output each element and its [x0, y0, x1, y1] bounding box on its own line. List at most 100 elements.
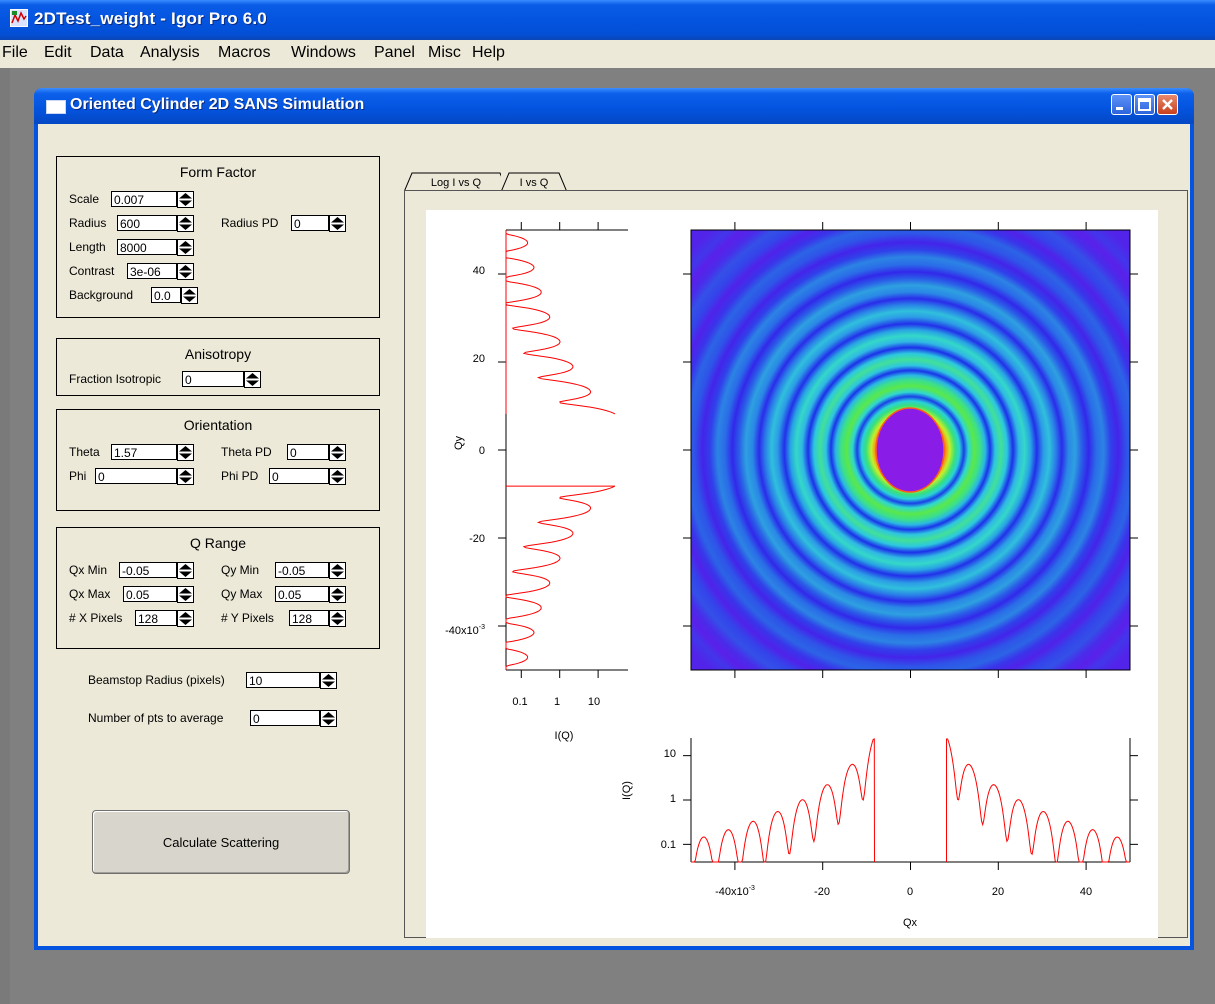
x-pixels-stepper-icon[interactable] — [177, 610, 194, 627]
menu-analysis[interactable]: Analysis — [140, 44, 200, 61]
length-stepper-icon[interactable] — [177, 239, 194, 256]
menu-panel[interactable]: Panel — [374, 44, 415, 61]
theta-field: Theta 1.57 — [69, 444, 204, 462]
npts-average-field: Number of pts to average 0 — [88, 710, 358, 728]
qx-min-stepper-icon[interactable] — [177, 562, 194, 579]
qx-min-input[interactable]: -0.05 — [119, 562, 177, 578]
calculate-scattering-button[interactable]: Calculate Scattering — [92, 810, 350, 874]
theta-pd-stepper-icon[interactable] — [329, 444, 346, 461]
scale-stepper-icon[interactable] — [177, 191, 194, 208]
qy-min-stepper-icon[interactable] — [329, 562, 346, 579]
beamstop-radius-stepper-icon[interactable] — [320, 672, 337, 689]
panel-window: Oriented Cylinder 2D SANS Simulation For… — [34, 88, 1194, 950]
menu-help[interactable]: Help — [472, 44, 505, 61]
beamstop-radius-input[interactable]: 10 — [246, 672, 320, 688]
theta-input[interactable]: 1.57 — [111, 444, 177, 460]
phi-stepper-icon[interactable] — [177, 468, 194, 485]
length-label: Length — [69, 240, 106, 254]
left-profile-curve-top — [505, 230, 616, 415]
x-pixels-input[interactable]: 128 — [135, 610, 177, 626]
npts-average-stepper-icon[interactable] — [320, 710, 337, 727]
qx-max-input[interactable]: 0.05 — [123, 586, 177, 602]
bottom-plot-ticks — [683, 755, 1138, 870]
fraction-isotropic-stepper-icon[interactable] — [244, 371, 261, 388]
bottom-profile-plot[interactable]: I(Q) Qx 10 1 0.1 -40x10-3 -20 0 20 40 — [621, 738, 1138, 929]
radius-input[interactable]: 600 — [117, 215, 177, 231]
left-plot-xtick-10: 10 — [588, 696, 600, 708]
y-pixels-field: # Y Pixels 128 — [221, 610, 361, 628]
tab-log-i-vs-q[interactable]: Log I vs Q — [404, 172, 508, 192]
menu-file[interactable]: File — [2, 44, 28, 61]
fraction-isotropic-input[interactable]: 0 — [182, 371, 244, 387]
minimize-button[interactable] — [1111, 94, 1132, 115]
tab-i-vs-q[interactable]: I vs Q — [501, 172, 567, 192]
contrast-stepper-icon[interactable] — [177, 263, 194, 280]
y-pixels-stepper-icon[interactable] — [329, 610, 346, 627]
form-factor-title: Form Factor — [179, 164, 257, 180]
close-button[interactable] — [1157, 94, 1178, 115]
contrast-label: Contrast — [69, 264, 115, 278]
radius-pd-stepper-icon[interactable] — [329, 215, 346, 232]
close-icon — [1162, 99, 1173, 110]
background-label: Background — [69, 288, 134, 302]
menu-macros[interactable]: Macros — [218, 44, 271, 61]
qy-min-field: Qy Min -0.05 — [221, 562, 361, 580]
anisotropy-title: Anisotropy — [184, 346, 252, 362]
phi-pd-input[interactable]: 0 — [269, 468, 329, 484]
graph-area: Qy I(Q) 40 20 0 -20 -40x10-3 0.1 1 10 — [426, 210, 1158, 938]
scale-field: Scale 0.007 — [69, 191, 204, 209]
qy-max-input[interactable]: 0.05 — [275, 586, 329, 602]
theta-stepper-icon[interactable] — [177, 444, 194, 461]
contrast-field: Contrast 3e-06 — [69, 263, 204, 281]
scale-input[interactable]: 0.007 — [111, 191, 177, 207]
bottom-profile-curve-right — [946, 738, 1130, 863]
npts-average-label: Number of pts to average — [88, 711, 224, 725]
orientation-title: Orientation — [183, 417, 253, 433]
scale-label: Scale — [69, 192, 100, 206]
background-stepper-icon[interactable] — [181, 287, 198, 304]
qy-max-label: Qy Max — [221, 587, 263, 601]
left-plot-ytick-40: 40 — [473, 265, 485, 277]
bottom-plot-ytick-0.1: 0.1 — [661, 839, 676, 851]
mdi-left-edge — [0, 68, 10, 1004]
maximize-button[interactable] — [1134, 94, 1155, 115]
left-plot-xtick-0.1: 0.1 — [512, 696, 527, 708]
left-profile-plot[interactable]: Qy I(Q) 40 20 0 -20 -40x10-3 0.1 1 10 — [445, 222, 628, 742]
qy-max-stepper-icon[interactable] — [329, 586, 346, 603]
left-plot-ytick-0: 0 — [479, 445, 485, 457]
qy-min-input[interactable]: -0.05 — [275, 562, 329, 578]
length-field: Length 8000 — [69, 239, 204, 257]
qx-max-stepper-icon[interactable] — [177, 586, 194, 603]
app-title: 2DTest_weight - Igor Pro 6.0 — [34, 9, 267, 28]
menu-edit[interactable]: Edit — [44, 44, 72, 61]
phi-input[interactable]: 0 — [95, 468, 177, 484]
bottom-plot-xtick-0: 0 — [907, 886, 913, 898]
radius-pd-input[interactable]: 0 — [291, 215, 329, 231]
length-input[interactable]: 8000 — [117, 239, 177, 255]
menu-misc[interactable]: Misc — [428, 44, 461, 61]
app-title-bar[interactable]: 2DTest_weight - Igor Pro 6.0 — [0, 0, 1215, 40]
background-input[interactable]: 0.0 — [151, 287, 181, 303]
bottom-plot-ylabel: I(Q) — [621, 781, 633, 800]
heatmap-plot[interactable] — [683, 222, 1138, 678]
panel-title-bar[interactable]: Oriented Cylinder 2D SANS Simulation — [34, 88, 1194, 124]
bottom-profile-curve-left — [691, 738, 875, 863]
maximize-icon — [1138, 98, 1151, 111]
phi-pd-stepper-icon[interactable] — [329, 468, 346, 485]
window-icon — [46, 100, 66, 114]
contrast-input[interactable]: 3e-06 — [127, 263, 177, 279]
background-field: Background 0.0 — [69, 287, 204, 305]
menu-bar: File Edit Data Analysis Macros Windows P… — [0, 40, 1215, 68]
theta-pd-field: Theta PD 0 — [221, 444, 361, 462]
panel-client-area: Form Factor Scale 0.007 Radius 600 Radiu… — [38, 124, 1190, 946]
theta-pd-input[interactable]: 0 — [287, 444, 329, 460]
left-plot-xlabel: I(Q) — [555, 730, 574, 742]
anisotropy-group: Anisotropy Fraction Isotropic 0 — [56, 338, 380, 396]
radius-stepper-icon[interactable] — [177, 215, 194, 232]
npts-average-input[interactable]: 0 — [250, 710, 320, 726]
y-pixels-input[interactable]: 128 — [289, 610, 329, 626]
menu-windows[interactable]: Windows — [291, 44, 356, 61]
menu-data[interactable]: Data — [90, 44, 124, 61]
left-profile-curve-bottom — [505, 485, 616, 670]
bottom-plot-xtick-20: 20 — [992, 886, 1004, 898]
